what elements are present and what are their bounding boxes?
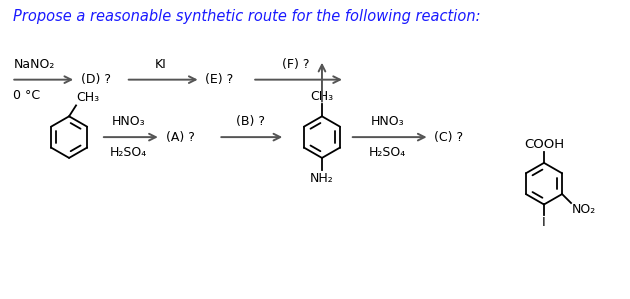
Text: (C) ?: (C) ? [435, 131, 464, 144]
Text: (A) ?: (A) ? [166, 131, 195, 144]
Text: HNO₃: HNO₃ [112, 115, 146, 128]
Text: H₂SO₄: H₂SO₄ [369, 146, 406, 159]
Text: H₂SO₄: H₂SO₄ [110, 146, 147, 159]
Text: CH₃: CH₃ [76, 91, 99, 104]
Text: (B) ?: (B) ? [236, 115, 265, 128]
Text: CH₃: CH₃ [311, 90, 333, 103]
Text: I: I [542, 216, 546, 229]
Text: (E) ?: (E) ? [205, 73, 234, 86]
Text: (F) ?: (F) ? [282, 58, 310, 71]
Text: (D) ?: (D) ? [81, 73, 111, 86]
Text: Propose a reasonable synthetic route for the following reaction:: Propose a reasonable synthetic route for… [13, 9, 481, 24]
Text: HNO₃: HNO₃ [371, 115, 404, 128]
Text: NH₂: NH₂ [310, 172, 334, 185]
Text: NaNO₂: NaNO₂ [13, 58, 55, 71]
Text: NO₂: NO₂ [572, 203, 597, 216]
Text: 0 °C: 0 °C [13, 89, 40, 102]
Text: KI: KI [155, 58, 166, 71]
Text: COOH: COOH [524, 138, 564, 151]
